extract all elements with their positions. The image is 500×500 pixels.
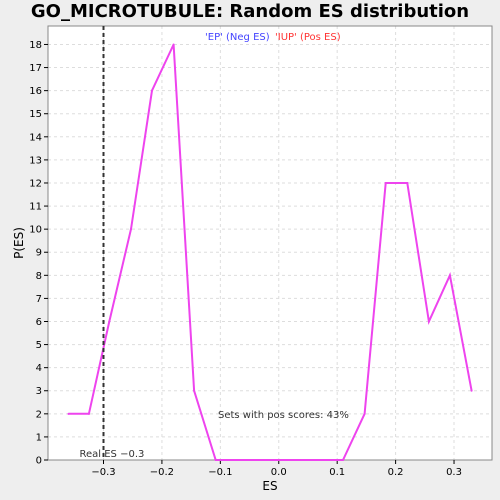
y-tick-label: 9 <box>36 248 42 259</box>
plot-area <box>48 26 492 460</box>
y-tick-label: 1 <box>36 432 42 443</box>
data-point <box>448 274 451 277</box>
y-tick-label: 7 <box>36 294 42 305</box>
y-tick-label: 10 <box>29 225 42 236</box>
chart-labels: ES P(ES) Real ES −0.3 Sets with pos scores:… <box>12 32 349 493</box>
y-tick-label: 5 <box>36 340 42 351</box>
data-point <box>342 459 345 461</box>
legend-entry-iup: 'IUP' (Pos ES) <box>275 32 341 43</box>
data-point <box>363 412 366 415</box>
y-tick-label: 6 <box>36 317 42 328</box>
data-point <box>298 459 301 461</box>
data-point <box>67 412 70 415</box>
data-point <box>193 389 196 392</box>
data-point <box>214 459 217 461</box>
y-tick-label: 17 <box>29 63 42 74</box>
data-point <box>87 412 90 415</box>
data-point <box>129 228 132 231</box>
data-point <box>108 320 111 323</box>
data-point <box>406 181 409 184</box>
data-point <box>470 389 473 392</box>
y-tick-label: 16 <box>29 86 42 97</box>
legend-entry-ep: 'EP' (Neg ES) <box>205 32 270 43</box>
data-point <box>172 43 175 46</box>
y-tick-label: 18 <box>29 40 42 51</box>
y-tick-label: 11 <box>29 202 42 213</box>
x-tick-label: 0.0 <box>271 467 287 478</box>
x-tick-label: 0.3 <box>446 467 462 478</box>
data-point <box>150 89 153 92</box>
series-marks <box>67 26 473 461</box>
data-point <box>277 459 280 461</box>
data-point <box>384 181 387 184</box>
x-tick-label: −0.1 <box>208 467 232 478</box>
y-tick-label: 3 <box>36 386 42 397</box>
y-tick-label: 8 <box>36 271 42 282</box>
y-tick-label: 14 <box>29 132 42 143</box>
x-tick-label: 0.2 <box>388 467 404 478</box>
chart-title: GO_MICROTUBULE: Random ES distribution <box>30 1 470 22</box>
data-point <box>319 459 322 461</box>
y-tick-label: 2 <box>36 409 42 420</box>
x-tick-label: 0.1 <box>329 467 345 478</box>
real-es-label: Real ES −0.3 <box>80 449 145 460</box>
y-axis-label: P(ES) <box>12 227 26 259</box>
y-tick-label: 13 <box>29 155 42 166</box>
pos-scores-annotation: Sets with pos scores: 43% <box>218 410 349 421</box>
y-tick-label: 15 <box>29 109 42 120</box>
data-point <box>256 459 259 461</box>
x-tick-label: −0.2 <box>150 467 174 478</box>
series-line <box>68 44 473 461</box>
y-tick-label: 0 <box>36 456 42 467</box>
data-point <box>235 459 238 461</box>
x-tick-label: −0.3 <box>91 467 115 478</box>
y-tick-label: 12 <box>29 178 42 189</box>
data-point <box>427 320 430 323</box>
y-tick-label: 4 <box>36 363 42 374</box>
x-axis-label: ES <box>262 479 277 493</box>
